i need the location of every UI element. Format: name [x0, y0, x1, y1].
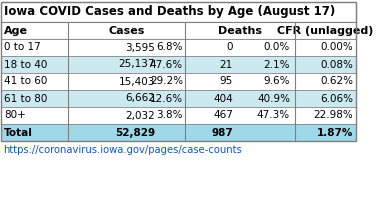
Bar: [1, 107, 356, 124]
Bar: [1, 73, 356, 90]
Text: 987: 987: [211, 127, 233, 138]
Text: 40.9%: 40.9%: [257, 94, 290, 103]
Text: 0.00%: 0.00%: [320, 42, 353, 53]
Text: 21: 21: [220, 60, 233, 69]
Text: 95: 95: [220, 77, 233, 86]
Text: https://coronavirus.iowa.gov/pages/case-counts: https://coronavirus.iowa.gov/pages/case-…: [3, 145, 242, 155]
Text: CFR (unlagged): CFR (unlagged): [277, 25, 374, 36]
Text: 467: 467: [213, 110, 233, 121]
Text: 22.98%: 22.98%: [313, 110, 353, 121]
Text: 25,137: 25,137: [118, 60, 155, 69]
Bar: [1, 90, 356, 107]
Text: 47.6%: 47.6%: [150, 60, 183, 69]
Text: 41 to 60: 41 to 60: [4, 77, 47, 86]
Text: 18 to 40: 18 to 40: [4, 60, 47, 69]
Text: 0: 0: [226, 42, 233, 53]
Text: Deaths: Deaths: [218, 25, 262, 36]
Text: 2.1%: 2.1%: [263, 60, 290, 69]
Text: 12.6%: 12.6%: [150, 94, 183, 103]
Text: 6,662: 6,662: [125, 94, 155, 103]
Text: 3.8%: 3.8%: [156, 110, 183, 121]
Text: 9.6%: 9.6%: [263, 77, 290, 86]
Text: 6.8%: 6.8%: [156, 42, 183, 53]
Text: 404: 404: [213, 94, 233, 103]
Text: 0.08%: 0.08%: [320, 60, 353, 69]
Bar: [1, 39, 356, 56]
Text: Iowa COVID Cases and Deaths by Age (August 17): Iowa COVID Cases and Deaths by Age (Augu…: [4, 5, 335, 19]
Text: 0.62%: 0.62%: [320, 77, 353, 86]
Bar: [1, 2, 356, 141]
Text: Total: Total: [4, 127, 33, 138]
Bar: [1, 124, 356, 141]
Text: 2,032: 2,032: [125, 110, 155, 121]
Text: 15,403: 15,403: [119, 77, 155, 86]
Text: Cases: Cases: [108, 25, 145, 36]
Bar: [1, 22, 356, 39]
Text: 3,595: 3,595: [125, 42, 155, 53]
Text: 0 to 17: 0 to 17: [4, 42, 41, 53]
Text: 0.0%: 0.0%: [264, 42, 290, 53]
Text: Age: Age: [4, 25, 28, 36]
Text: 80+: 80+: [4, 110, 26, 121]
Text: 52,829: 52,829: [115, 127, 155, 138]
Bar: [1, 56, 356, 73]
Text: 1.87%: 1.87%: [317, 127, 353, 138]
Text: 29.2%: 29.2%: [150, 77, 183, 86]
Text: 61 to 80: 61 to 80: [4, 94, 47, 103]
Text: 6.06%: 6.06%: [320, 94, 353, 103]
Bar: [1, 2, 356, 22]
Text: 47.3%: 47.3%: [257, 110, 290, 121]
